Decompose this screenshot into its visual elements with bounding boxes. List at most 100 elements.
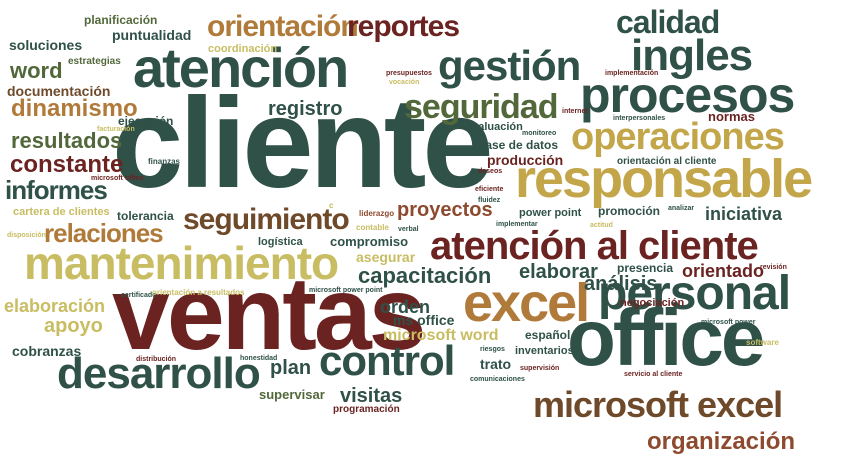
word: responsable [515, 149, 813, 209]
word: relaciones [44, 218, 164, 248]
word: riesgos [480, 346, 505, 353]
word: elaborar [519, 261, 598, 283]
word: c [329, 201, 334, 210]
word: coordinación [208, 43, 278, 55]
word: estrategias [68, 56, 121, 67]
word: cartera de clientes [13, 206, 110, 218]
word: ingles [631, 31, 753, 80]
word: interpersonales [613, 115, 666, 122]
word: supervisión [520, 365, 560, 372]
word: español [525, 328, 571, 342]
word: word [10, 58, 63, 83]
word: informes [5, 175, 108, 205]
word: office [567, 293, 765, 382]
word: proyectos [397, 199, 493, 221]
word: seguridad [404, 88, 558, 126]
word: programación [333, 404, 400, 415]
word: planificación [84, 13, 158, 27]
word: negociación [620, 297, 685, 309]
word: puntualidad [112, 27, 192, 43]
word: microsoft excel [533, 384, 783, 425]
word: distribución [136, 356, 177, 363]
word: eficiente [475, 186, 504, 193]
word: orientación al cliente [617, 156, 717, 167]
word: implementación [605, 70, 659, 77]
word: fluidez [478, 197, 501, 204]
word: dinamismo [11, 95, 138, 122]
word: calidad [616, 4, 720, 40]
word: base de datos [478, 138, 559, 152]
word: servicio al cliente [624, 371, 683, 378]
word: internet [562, 108, 588, 115]
word: atención [133, 36, 349, 99]
word: deseos [478, 168, 503, 175]
word: compromiso [330, 234, 409, 249]
word: tolerancia [117, 209, 174, 223]
word: orientación [207, 10, 359, 43]
word: presupuestos [386, 70, 432, 77]
word: reportes [347, 10, 460, 43]
word: supervisar [259, 387, 325, 402]
word: ejecución [118, 114, 174, 128]
word: promoción [598, 204, 660, 218]
word: presencia [617, 261, 674, 275]
word: comunicaciones [470, 376, 525, 383]
word: personal [598, 267, 791, 320]
word: orientado [682, 261, 765, 281]
word: capacitación [358, 263, 492, 288]
word: ventas [112, 256, 427, 372]
word: vocación [389, 79, 420, 86]
word: logística [258, 236, 303, 248]
word: gestión [438, 42, 581, 89]
word: verbal [398, 226, 419, 233]
word: evaluación [466, 121, 523, 133]
word: revisión [760, 264, 787, 271]
word: iniciativa [705, 204, 783, 224]
word: honestidad [240, 355, 278, 362]
word: microsoft power [701, 319, 756, 326]
word: contable [356, 223, 389, 232]
word: registro [268, 98, 343, 120]
word: actitud [590, 222, 613, 229]
word: producción [487, 152, 564, 168]
word: trato [480, 356, 512, 372]
word: microsoft office [91, 175, 144, 182]
word: normas [708, 109, 755, 124]
word: plan [270, 357, 312, 379]
word: operaciones [571, 116, 785, 158]
word: elaboración [4, 296, 106, 316]
word: cobranzas [12, 343, 82, 359]
word: finanzas [148, 157, 181, 166]
word: orden [380, 297, 431, 317]
word: cliente [112, 72, 493, 215]
word: power point [519, 207, 582, 219]
word: procesos [580, 67, 795, 123]
word: visitas [340, 385, 403, 407]
word: liderazgo [359, 209, 395, 218]
word: soluciones [9, 37, 83, 53]
word: microsoft power point [309, 287, 383, 294]
word: mantenimiento [24, 237, 339, 289]
word: atención al cliente [430, 224, 759, 268]
word: análisis [584, 273, 658, 295]
word: microsoft word [383, 327, 499, 344]
word: facturación [97, 126, 135, 133]
word: apoyo [44, 315, 103, 337]
word: constante [10, 151, 124, 178]
word: resultados [11, 128, 123, 153]
word: excel [463, 273, 590, 333]
word: asegurar [356, 249, 416, 265]
word: implementar [496, 221, 538, 228]
word: ms office [393, 312, 455, 328]
word: organización [647, 428, 796, 455]
word: desarrollo [57, 349, 261, 398]
word: monitoreo [522, 130, 557, 137]
word: analizar [668, 205, 695, 212]
word: documentación [7, 83, 111, 99]
word: software [746, 338, 779, 347]
word: control [319, 337, 455, 384]
word: certificado [121, 292, 157, 299]
word: orientación a resultados [152, 288, 245, 297]
word: inventarios [515, 345, 574, 357]
